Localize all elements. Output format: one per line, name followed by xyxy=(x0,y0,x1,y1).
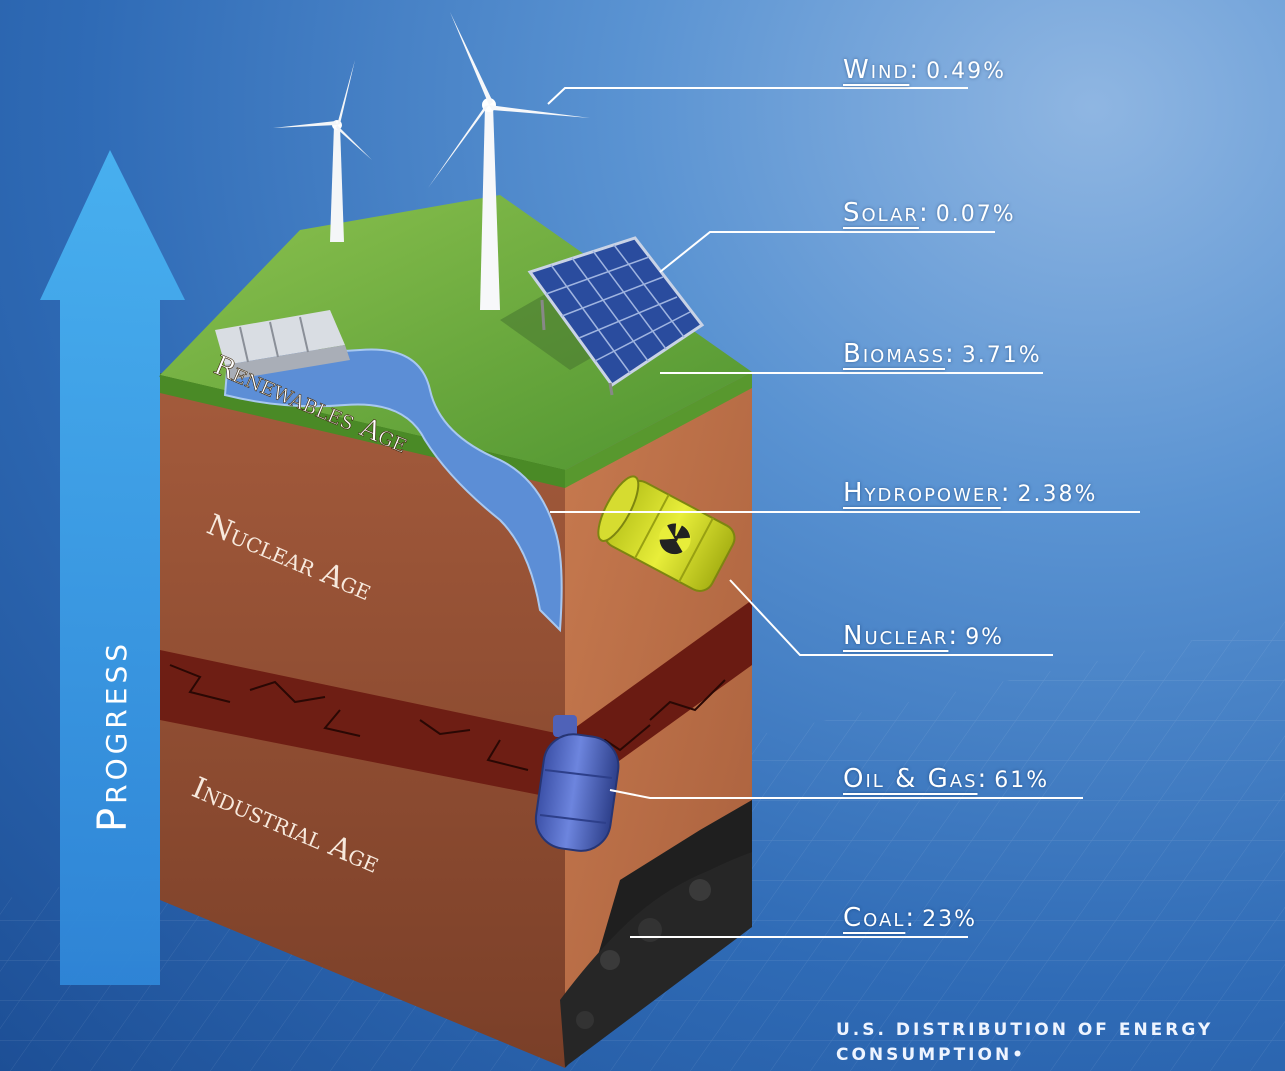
gas-cylinder-icon xyxy=(534,715,620,852)
source-label-biomass: Biomass: 3.71% xyxy=(843,339,1042,369)
source-name: Wind xyxy=(843,55,910,85)
source-name: Oil & Gas xyxy=(843,764,978,794)
source-value: 3.71% xyxy=(961,343,1042,368)
source-value: 0.49% xyxy=(926,59,1006,84)
source-label-wind: Wind: 0.49% xyxy=(843,55,1006,85)
source-name: Solar xyxy=(843,198,919,228)
source-name: Coal xyxy=(843,903,906,933)
solar-panel-icon xyxy=(527,236,705,396)
caption: U.S. distribution of energy consumption• xyxy=(836,1020,1214,1065)
cracked-clay-layer xyxy=(160,650,565,800)
progress-arrow xyxy=(40,150,185,985)
source-value: 61% xyxy=(994,768,1050,793)
source-label-solar: Solar: 0.07% xyxy=(843,198,1016,228)
source-name: Biomass xyxy=(843,339,946,369)
dam-icon xyxy=(215,310,350,380)
source-value: 2.38% xyxy=(1017,482,1098,507)
source-name: Hydropower xyxy=(843,478,1001,508)
source-name: Nuclear xyxy=(843,621,949,651)
source-label-nuclear: Nuclear: 9% xyxy=(843,621,1005,651)
source-value: 9% xyxy=(965,625,1005,650)
source-value: 0.07% xyxy=(935,202,1016,227)
source-label-hydropower: Hydropower: 2.38% xyxy=(843,478,1098,508)
source-value: 23% xyxy=(922,907,978,932)
leader-lines xyxy=(547,87,1140,938)
source-label-oil-gas: Oil & Gas: 61% xyxy=(843,764,1050,794)
source-label-coal: Coal: 23% xyxy=(843,903,978,933)
wind-turbine-icon xyxy=(428,12,590,310)
radioactive-barrel-icon xyxy=(597,475,736,592)
progress-label: Progress xyxy=(90,640,136,832)
wind-turbine-icon xyxy=(273,60,372,242)
